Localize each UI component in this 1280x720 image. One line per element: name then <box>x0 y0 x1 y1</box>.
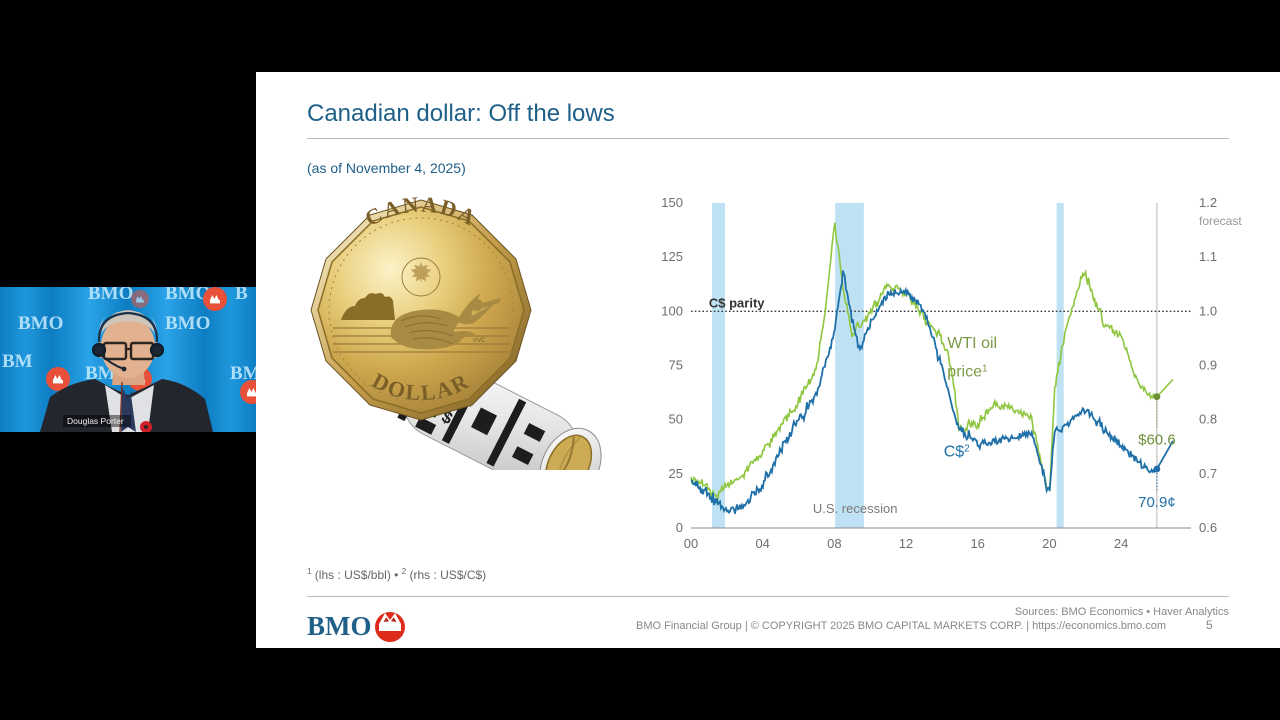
svg-text:100: 100 <box>661 303 683 318</box>
svg-text:0.6: 0.6 <box>1199 520 1217 535</box>
svg-text:70.9¢: 70.9¢ <box>1138 494 1176 511</box>
svg-text:24: 24 <box>1114 536 1128 551</box>
svg-text:0.8: 0.8 <box>1199 412 1217 427</box>
svg-text:125: 125 <box>661 249 683 264</box>
svg-text:WTI oil: WTI oil <box>947 335 997 352</box>
svg-text:B: B <box>235 287 248 304</box>
svg-text:BMO: BMO <box>307 611 372 641</box>
svg-text:U.S. recession: U.S. recession <box>813 501 898 516</box>
svg-text:0: 0 <box>676 520 683 535</box>
svg-text:1.1: 1.1 <box>1199 249 1217 264</box>
svg-text:1.0: 1.0 <box>1199 303 1217 318</box>
svg-text:C$ parity: C$ parity <box>709 295 765 310</box>
svg-text:$60.6: $60.6 <box>1138 432 1176 449</box>
svg-text:Douglas Porter: Douglas Porter <box>67 416 124 426</box>
svg-text:08: 08 <box>827 536 841 551</box>
svg-text:75: 75 <box>669 358 683 373</box>
svg-text:C$2: C$2 <box>944 444 970 461</box>
svg-text:0.7: 0.7 <box>1199 466 1217 481</box>
svg-text:1.2: 1.2 <box>1199 195 1217 210</box>
svg-text:150: 150 <box>661 195 683 210</box>
svg-text:50: 50 <box>669 412 683 427</box>
svg-text:BMO: BMO <box>18 313 63 334</box>
svg-text:25: 25 <box>669 466 683 481</box>
svg-text:BM: BM <box>2 351 33 372</box>
svg-text:BMO: BMO <box>88 287 133 304</box>
svg-text:00: 00 <box>684 536 698 551</box>
svg-text:12: 12 <box>899 536 913 551</box>
svg-text:16: 16 <box>970 536 984 551</box>
svg-text:BMO: BMO <box>165 313 210 334</box>
svg-text:04: 04 <box>755 536 769 551</box>
svg-text:20: 20 <box>1042 536 1056 551</box>
svg-text:0.9: 0.9 <box>1199 358 1217 373</box>
svg-text:forecast: forecast <box>1199 214 1242 228</box>
svg-text:price1: price1 <box>947 363 988 380</box>
